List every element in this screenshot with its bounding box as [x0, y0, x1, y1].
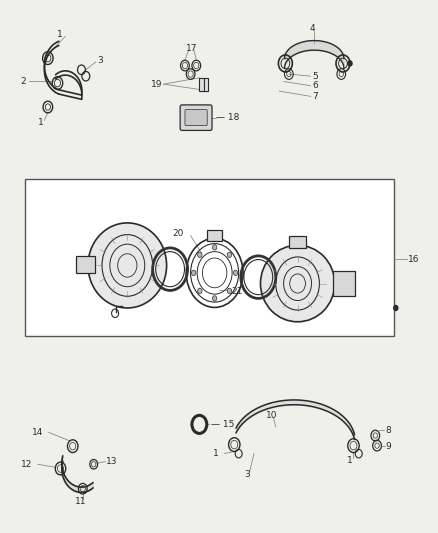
FancyBboxPatch shape [180, 105, 212, 131]
Text: 9: 9 [386, 442, 392, 451]
Text: 11: 11 [75, 497, 87, 506]
Circle shape [212, 245, 217, 250]
Circle shape [233, 270, 238, 276]
Bar [25, 179, 394, 336]
Text: 2: 2 [21, 77, 26, 86]
Bar [289, 236, 306, 248]
Text: 8: 8 [385, 426, 391, 435]
Circle shape [348, 61, 352, 66]
Circle shape [198, 288, 202, 294]
Circle shape [227, 252, 232, 257]
Text: — 18: — 18 [216, 113, 240, 122]
Text: 1: 1 [57, 30, 63, 39]
Text: 5: 5 [312, 71, 318, 80]
Text: 20: 20 [173, 229, 184, 238]
Text: 1: 1 [213, 449, 219, 458]
Bar [199, 77, 204, 91]
Text: — 15: — 15 [211, 420, 234, 429]
Bar [207, 230, 223, 241]
Circle shape [198, 252, 202, 257]
Bar [76, 256, 95, 273]
Circle shape [394, 305, 398, 311]
Text: 12: 12 [21, 460, 32, 469]
Text: 13: 13 [106, 457, 118, 466]
Bar [204, 77, 208, 91]
Text: 7: 7 [312, 92, 318, 101]
Text: 1: 1 [347, 456, 353, 464]
Circle shape [227, 288, 232, 294]
Text: 1: 1 [39, 118, 44, 127]
Circle shape [191, 270, 196, 276]
Text: 3: 3 [244, 471, 250, 479]
Text: 4: 4 [310, 24, 315, 33]
FancyBboxPatch shape [185, 110, 207, 126]
Ellipse shape [88, 223, 166, 308]
Text: 3: 3 [97, 56, 103, 64]
Bar [333, 271, 355, 296]
Circle shape [212, 296, 217, 301]
Text: 16: 16 [408, 255, 420, 264]
Text: 17: 17 [186, 44, 197, 53]
Text: 6: 6 [312, 81, 318, 90]
Ellipse shape [261, 245, 335, 322]
Text: 19: 19 [151, 79, 162, 88]
Text: 14: 14 [32, 428, 43, 437]
Text: 10: 10 [265, 411, 277, 421]
Text: 21: 21 [231, 287, 243, 296]
